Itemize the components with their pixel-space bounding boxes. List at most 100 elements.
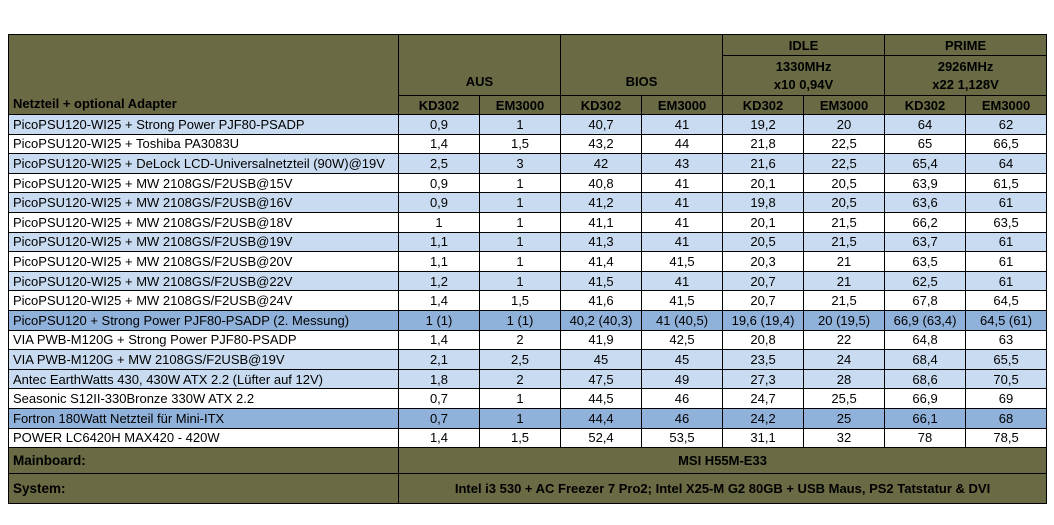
- psu-name-cell: Seasonic S12II-330Bronze 330W ATX 2.2: [8, 388, 399, 409]
- system-label: System:: [8, 473, 399, 505]
- psu-name-cell: PicoPSU120-WI25 + MW 2108GS/F2USB@22V: [8, 270, 399, 292]
- value-cell: 41,9: [560, 329, 643, 351]
- meter-column-header: EM3000: [965, 95, 1048, 115]
- value-cell: 68,4: [884, 349, 967, 370]
- value-cell: 64,5: [965, 290, 1048, 311]
- psu-name-cell: POWER LC6420H MAX420 - 420W: [8, 427, 399, 449]
- value-cell: 20,8: [722, 329, 805, 351]
- value-cell: 19,2: [722, 114, 805, 135]
- value-cell: 1,2: [398, 270, 480, 292]
- value-cell: 28: [803, 368, 886, 390]
- value-cell: 61: [965, 231, 1048, 253]
- value-cell: 0,9: [398, 192, 480, 213]
- value-cell: 65: [884, 133, 967, 155]
- idle-frequency: 1330MHz: [775, 58, 832, 74]
- value-cell: 65,4: [884, 153, 967, 174]
- value-cell: 20,5: [803, 192, 886, 213]
- value-cell: 20: [803, 114, 886, 135]
- value-cell: 1 (1): [398, 309, 480, 331]
- value-cell: 69: [965, 388, 1048, 409]
- value-cell: 20,1: [722, 172, 805, 194]
- group-header-idle: IDLE: [722, 34, 886, 56]
- value-cell: 66,9 (63,4): [884, 309, 967, 331]
- value-cell: 20,7: [722, 270, 805, 292]
- value-cell: 19,8: [722, 192, 805, 213]
- meter-column-header: EM3000: [803, 95, 886, 115]
- value-cell: 1: [478, 114, 562, 135]
- table-row: PicoPSU120-WI25 + Strong Power PJF80-PSA…: [8, 114, 1048, 135]
- value-cell: 41,2: [560, 192, 643, 213]
- value-cell: 24: [803, 349, 886, 370]
- value-cell: 63,6: [884, 192, 967, 213]
- value-cell: 21: [803, 251, 886, 272]
- value-cell: 64,8: [884, 329, 967, 351]
- system-value: Intel i3 530 + AC Freezer 7 Pro2; Intel …: [397, 473, 1048, 505]
- psu-name-cell: PicoPSU120-WI25 + MW 2108GS/F2USB@19V: [8, 231, 399, 253]
- table-row: POWER LC6420H MAX420 - 420W 1,4 1,5 52,4…: [8, 427, 1048, 449]
- value-cell: 41,6: [560, 290, 643, 311]
- table-row: PicoPSU120-WI25 + MW 2108GS/F2USB@20V 1,…: [8, 251, 1048, 272]
- table-header: Netzteil + optional Adapter AUS BIOS IDL…: [8, 34, 1048, 115]
- mainboard-value: MSI H55M-E33: [397, 447, 1048, 475]
- value-cell: 21,5: [803, 211, 886, 233]
- table-row: Fortron 180Watt Netzteil für Mini-ITX 0,…: [8, 407, 1048, 429]
- header-row-phase-details: 1330MHz x10 0,94V 2926MHz x22 1,128V: [9, 55, 1048, 96]
- value-cell: 63: [965, 329, 1048, 351]
- value-cell: 45: [560, 349, 643, 370]
- header-row-meters: KD302 EM3000 KD302 EM3000 KD302 EM3000 K…: [9, 95, 1048, 115]
- psu-name-cell: VIA PWB-M120G + MW 2108GS/F2USB@19V: [8, 349, 399, 370]
- value-cell: 61: [965, 192, 1048, 213]
- value-cell: 40,2 (40,3): [560, 309, 643, 331]
- value-cell: 44,5: [560, 388, 643, 409]
- group-header-prime: PRIME: [884, 34, 1048, 56]
- value-cell: 2,5: [478, 349, 562, 370]
- value-cell: 42: [560, 153, 643, 174]
- value-cell: 19,6 (19,4): [722, 309, 805, 331]
- value-cell: 66,9: [884, 388, 967, 409]
- value-cell: 43: [641, 153, 724, 174]
- value-cell: 21,8: [722, 133, 805, 155]
- value-cell: 1 (1): [478, 309, 562, 331]
- value-cell: 1,1: [398, 251, 480, 272]
- value-cell: 61: [965, 251, 1048, 272]
- page: Netzteil + optional Adapter AUS BIOS IDL…: [8, 34, 1048, 505]
- value-cell: 21: [803, 270, 886, 292]
- table-row: VIA PWB-M120G + MW 2108GS/F2USB@19V 2,1 …: [8, 349, 1048, 370]
- prime-clock-header: 2926MHz x22 1,128V: [884, 55, 1048, 96]
- meter-column-header: KD302: [884, 95, 967, 115]
- header-row-phase-titles: Netzteil + optional Adapter AUS BIOS IDL…: [8, 34, 1048, 115]
- table-row: PicoPSU120-WI25 + MW 2108GS/F2USB@22V 1,…: [8, 270, 1048, 292]
- value-cell: 0,9: [398, 172, 480, 194]
- value-cell: 64: [965, 153, 1048, 174]
- value-cell: 41: [641, 172, 724, 194]
- value-cell: 1: [478, 172, 562, 194]
- value-cell: 42,5: [641, 329, 724, 351]
- group-header-bios: BIOS: [560, 34, 724, 96]
- value-cell: 22,5: [803, 153, 886, 174]
- psu-name-cell: PicoPSU120-WI25 + MW 2108GS/F2USB@24V: [8, 290, 399, 311]
- value-cell: 20,1: [722, 211, 805, 233]
- value-cell: 40,7: [560, 114, 643, 135]
- value-cell: 41: [641, 231, 724, 253]
- value-cell: 66,2: [884, 211, 967, 233]
- value-cell: 46: [641, 407, 724, 429]
- value-cell: 67,8: [884, 290, 967, 311]
- table-row: PicoPSU120-WI25 + MW 2108GS/F2USB@18V 1 …: [8, 211, 1048, 233]
- value-cell: 41: [641, 270, 724, 292]
- meter-column-header: KD302: [398, 95, 480, 115]
- value-cell: 41,5: [641, 251, 724, 272]
- value-cell: 25: [803, 407, 886, 429]
- value-cell: 2,1: [398, 349, 480, 370]
- value-cell: 78: [884, 427, 967, 449]
- prime-frequency: 2926MHz: [937, 58, 994, 74]
- prime-voltage: x22 1,128V: [932, 76, 999, 92]
- value-cell: 0,9: [398, 114, 480, 135]
- table-row: PicoPSU120-WI25 + Toshiba PA3083U 1,4 1,…: [8, 133, 1048, 155]
- value-cell: 49: [641, 368, 724, 390]
- value-cell: 1: [478, 407, 562, 429]
- psu-name-cell: PicoPSU120-WI25 + DeLock LCD-Universalne…: [8, 153, 399, 174]
- value-cell: 1,4: [398, 329, 480, 351]
- table-row: VIA PWB-M120G + Strong Power PJF80-PSADP…: [8, 329, 1048, 351]
- value-cell: 1,5: [478, 133, 562, 155]
- value-cell: 63,5: [884, 251, 967, 272]
